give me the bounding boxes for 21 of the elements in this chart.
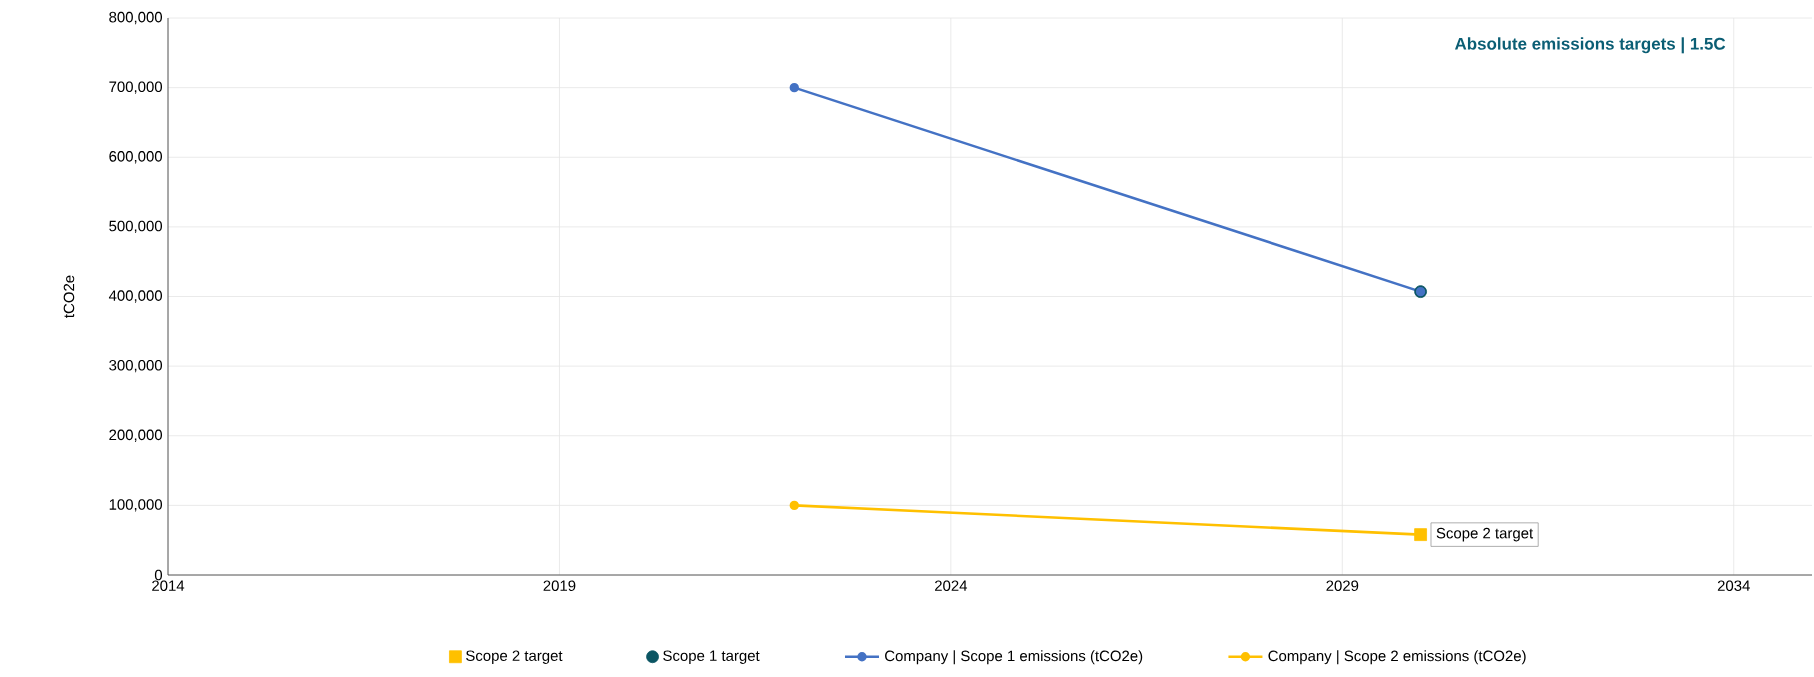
x-tick-label: 2029	[1326, 580, 1359, 591]
y-tick-label: 300,000	[109, 359, 163, 373]
y-tick-label: 700,000	[109, 81, 163, 94]
x-tick-label: 2014	[152, 580, 185, 591]
legend-label: Company | Scope 1 emissions (tCO2e)	[885, 650, 1143, 665]
x-tick-label: 2024	[935, 580, 968, 591]
legend-label: Scope 1 target	[663, 650, 760, 664]
legend-label: Company | Scope 2 emissions (tCO2e)	[1268, 650, 1526, 665]
y-tick-label: 400,000	[108, 290, 163, 303]
y-tick-label: 0	[154, 569, 163, 581]
y-tick-label: 100,000	[109, 499, 163, 512]
y-tick-label: 200,000	[109, 429, 163, 442]
y-axis-title: tCO2e	[63, 275, 75, 318]
annotation: Scope 2 target	[1436, 527, 1534, 542]
x-tick-label: 2034	[1717, 580, 1750, 591]
x-tick-label: 2019	[543, 580, 576, 591]
text: Absolute emissions targets | 1.5C	[1454, 37, 1726, 54]
y-tick-label: 500,000	[109, 220, 163, 234]
legend-label: Scope 2 target	[466, 650, 563, 664]
y-tick-label: 800,000	[109, 11, 163, 25]
y-tick-label: 600,000	[109, 151, 163, 164]
